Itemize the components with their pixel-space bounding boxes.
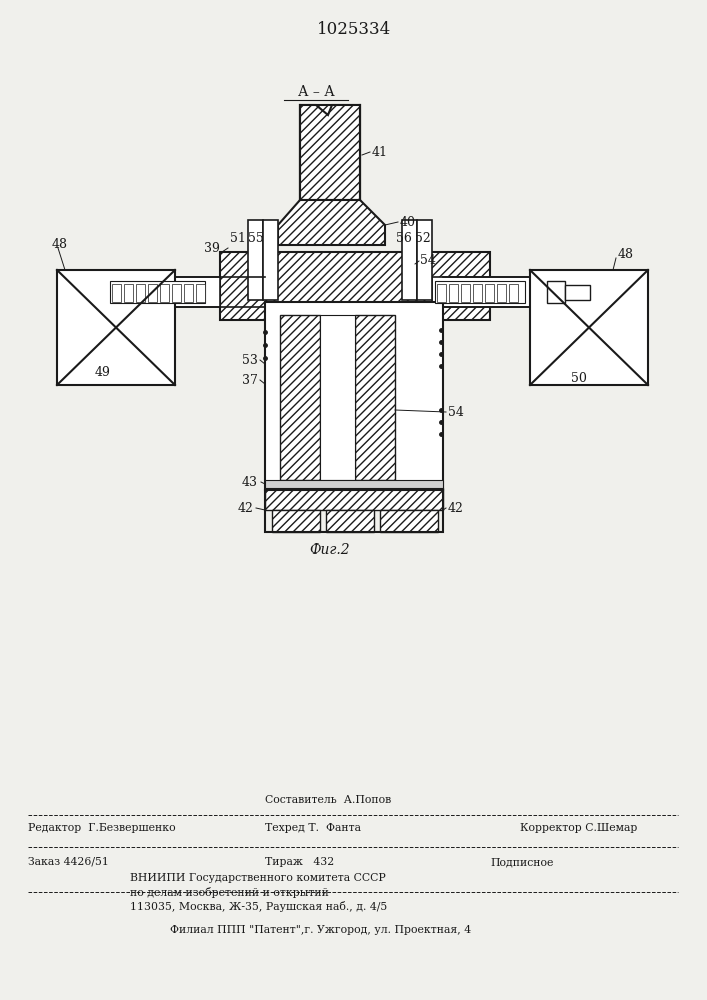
Bar <box>57 270 175 385</box>
Bar <box>530 270 648 385</box>
Text: 48: 48 <box>618 248 634 261</box>
Text: Филиал ППП "Патент",г. Ужгород, ул. Проектная, 4: Филиал ППП "Патент",г. Ужгород, ул. Прое… <box>170 925 471 935</box>
Bar <box>110 281 205 303</box>
Text: 43: 43 <box>242 476 258 488</box>
Text: 41: 41 <box>372 145 388 158</box>
Bar <box>449 284 458 302</box>
Bar <box>547 281 565 303</box>
Text: Заказ 4426/51: Заказ 4426/51 <box>28 857 109 867</box>
Text: 1025334: 1025334 <box>317 21 391 38</box>
Text: Подписное: Подписное <box>490 857 554 867</box>
Bar <box>461 284 470 302</box>
Text: 51: 51 <box>230 232 246 244</box>
Bar <box>265 490 443 532</box>
Text: 53: 53 <box>242 354 258 366</box>
Text: Редактор  Г.Безвершенко: Редактор Г.Безвершенко <box>28 823 175 833</box>
Text: Техред Т.  Фанта: Техред Т. Фанта <box>265 823 361 833</box>
Text: 55: 55 <box>248 232 264 244</box>
Text: Корректор С.Шемар: Корректор С.Шемар <box>520 823 638 833</box>
Bar <box>402 220 417 300</box>
Bar <box>148 284 157 302</box>
Text: 39: 39 <box>204 241 220 254</box>
Bar <box>100 277 220 307</box>
Bar <box>300 105 360 200</box>
Bar <box>380 510 438 532</box>
Bar <box>265 480 443 488</box>
Text: Тираж   432: Тираж 432 <box>265 857 334 867</box>
Bar <box>417 220 432 300</box>
Text: 49: 49 <box>95 366 111 379</box>
Text: 42: 42 <box>238 502 254 514</box>
Bar <box>280 315 320 480</box>
Text: ВНИИПИ Государственного комитета СССР: ВНИИПИ Государственного комитета СССР <box>130 873 386 883</box>
Bar <box>196 284 205 302</box>
Text: 54: 54 <box>420 253 436 266</box>
Text: 37: 37 <box>242 373 258 386</box>
Text: 42: 42 <box>448 502 464 514</box>
Text: 54: 54 <box>448 406 464 418</box>
Text: Составитель  А.Попов: Составитель А.Попов <box>265 795 391 805</box>
Bar <box>435 281 525 303</box>
Bar <box>326 510 374 532</box>
Text: 50: 50 <box>571 371 587 384</box>
Bar <box>248 220 263 300</box>
Bar <box>265 302 443 490</box>
Text: 113035, Москва, Ж-35, Раушская наб., д. 4/5: 113035, Москва, Ж-35, Раушская наб., д. … <box>130 900 387 912</box>
Bar <box>565 285 590 300</box>
Bar <box>432 277 547 307</box>
Bar <box>136 284 145 302</box>
Polygon shape <box>278 200 385 245</box>
Bar <box>272 510 320 532</box>
Bar <box>184 284 193 302</box>
Bar <box>437 284 446 302</box>
Bar <box>220 252 490 320</box>
Text: по делам изобретений и открытий: по делам изобретений и открытий <box>130 886 329 898</box>
Text: 48: 48 <box>52 238 68 251</box>
Bar <box>320 315 355 480</box>
Text: Фиг.2: Фиг.2 <box>310 543 350 557</box>
Bar <box>172 284 181 302</box>
Bar <box>124 284 133 302</box>
Bar <box>355 315 395 480</box>
Bar <box>473 284 482 302</box>
Text: 40: 40 <box>400 216 416 229</box>
Text: 52: 52 <box>415 232 431 244</box>
Bar <box>160 284 169 302</box>
Bar <box>497 284 506 302</box>
Polygon shape <box>300 105 360 200</box>
Text: А – А: А – А <box>298 85 334 99</box>
Bar <box>112 284 121 302</box>
Bar <box>509 284 518 302</box>
Bar <box>265 488 443 510</box>
Text: 56: 56 <box>396 232 412 244</box>
Bar <box>263 220 278 300</box>
Bar <box>485 284 494 302</box>
